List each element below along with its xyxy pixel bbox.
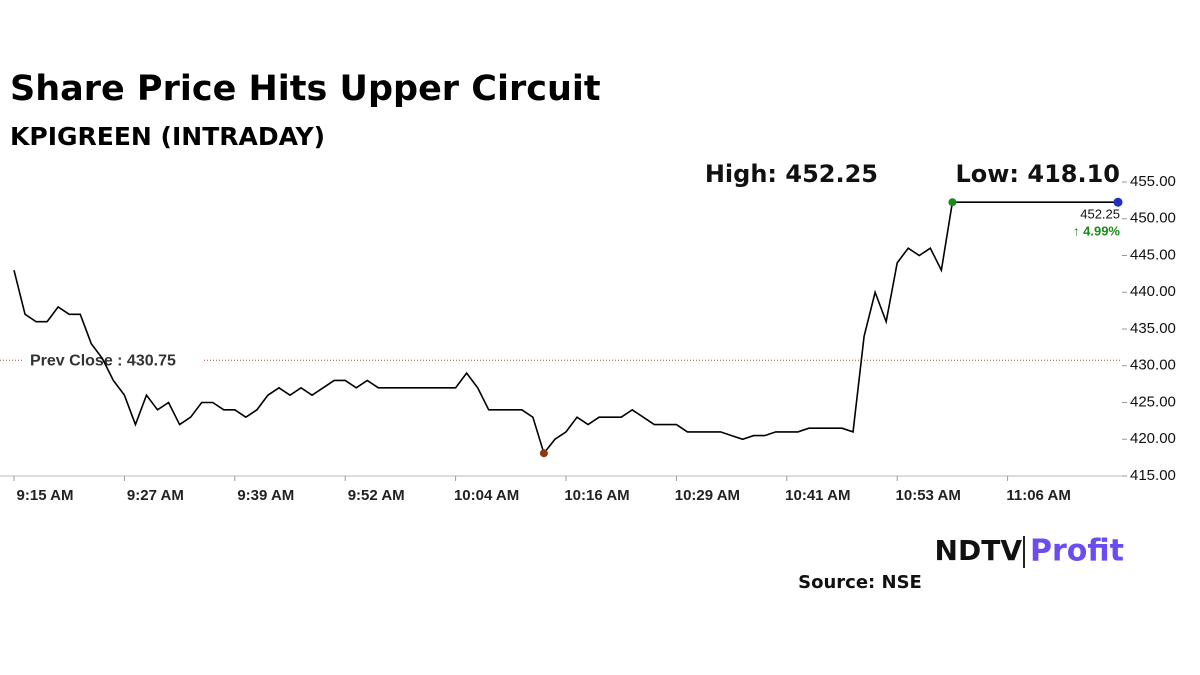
last-marker [1113, 197, 1123, 207]
x-tick-label: 11:06 AM [1006, 487, 1070, 504]
brand-right: Profit [1030, 534, 1124, 569]
y-tick-label: 430.00 [1130, 357, 1176, 374]
y-tick-label: 435.00 [1130, 320, 1176, 337]
high-label: High: 452.25 [705, 160, 878, 188]
brand-left: NDTV [935, 534, 1023, 567]
x-tick-label: 10:16 AM [564, 487, 629, 504]
x-tick-label: 9:52 AM [348, 487, 405, 504]
change-label: ↑ 4.99% [1073, 223, 1120, 238]
y-tick-label: 450.00 [1130, 210, 1176, 227]
last-value-label: 452.25 [1080, 206, 1120, 221]
chart-subtitle: KPIGREEN (INTRADAY) [10, 122, 325, 151]
y-tick-label: 440.00 [1130, 283, 1176, 300]
low-label: Low: 418.10 [955, 160, 1120, 188]
y-tick-label: 415.00 [1130, 467, 1176, 484]
high-marker [948, 198, 957, 207]
x-tick-label: 10:29 AM [675, 487, 740, 504]
price-line [13, 201, 1118, 455]
source: Source: NSE [798, 572, 922, 593]
low-marker [539, 449, 548, 458]
x-tick-label: 9:27 AM [127, 487, 184, 504]
y-tick-label: 420.00 [1130, 430, 1176, 447]
y-tick-label: 425.00 [1130, 393, 1176, 410]
chart-title: Share Price Hits Upper Circuit [10, 69, 601, 109]
x-tick-label: 9:39 AM [237, 487, 294, 504]
x-tick-label: 10:41 AM [785, 487, 850, 504]
x-tick-label: 10:04 AM [454, 487, 519, 504]
y-tick-label: 455.00 [1130, 173, 1176, 190]
x-tick-label: 9:15 AM [17, 487, 74, 504]
x-tick-label: 10:53 AM [896, 487, 961, 504]
prev-close-bg [24, 350, 202, 371]
y-tick-label: 445.00 [1130, 246, 1176, 263]
